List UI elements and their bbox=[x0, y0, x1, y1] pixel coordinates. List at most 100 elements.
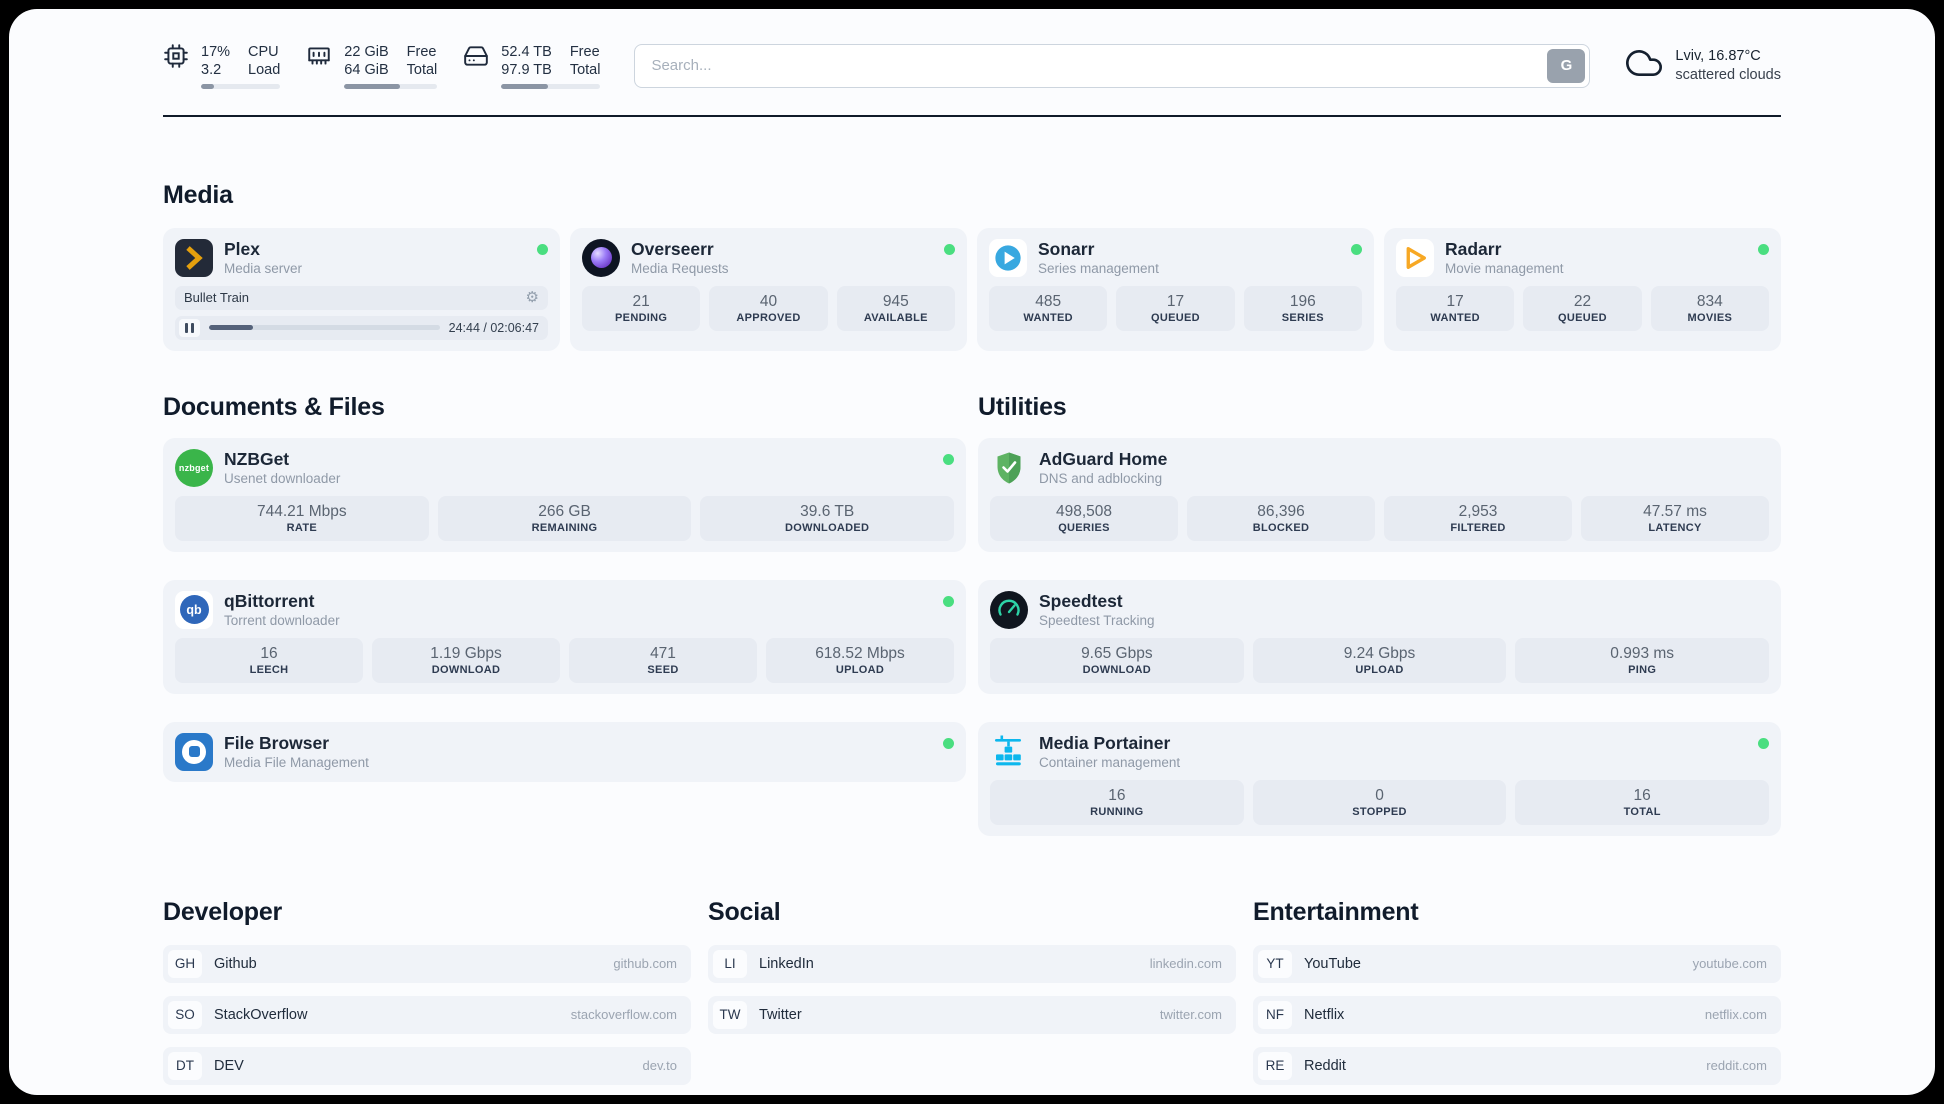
overseerr-icon bbox=[582, 238, 620, 277]
radarr-stat-movies: 834 MOVIES bbox=[1650, 285, 1769, 331]
stat-value: 471 bbox=[650, 644, 676, 662]
stat-label: LEECH bbox=[249, 663, 289, 676]
bookmark-linkedin[interactable]: LI LinkedIn linkedin.com bbox=[708, 944, 1236, 983]
gear-icon[interactable]: ⚙ bbox=[525, 288, 539, 306]
stat-label: STOPPED bbox=[1352, 805, 1407, 818]
bookmark-abbr: RE bbox=[1258, 1051, 1292, 1080]
speedtest-card[interactable]: Speedtest Speedtest Tracking 9.65 Gbps D… bbox=[978, 579, 1781, 694]
disk-widget: 52.4 TB Free 97.9 TB Total bbox=[463, 43, 601, 89]
filebrowser-card[interactable]: File Browser Media File Management bbox=[163, 721, 966, 782]
nzbget-card[interactable]: nzbget NZBGet Usenet downloader 744.21 M… bbox=[163, 437, 966, 552]
qbittorrent-stat-seed: 471 SEED bbox=[569, 637, 757, 683]
bookmark-url: linkedin.com bbox=[1149, 956, 1222, 971]
status-dot bbox=[1758, 737, 1769, 749]
portainer-stat-total: 16 TOTAL bbox=[1515, 779, 1770, 825]
bookmark-name: DEV bbox=[214, 1057, 244, 1074]
disk-icon bbox=[463, 43, 489, 74]
ram-widget: 22 GiB Free 64 GiB Total bbox=[306, 43, 438, 89]
bookmark-abbr: TW bbox=[713, 1000, 747, 1029]
ram-label-1: Free bbox=[406, 44, 437, 60]
search-bar: G bbox=[634, 43, 1591, 88]
bookmark-youtube[interactable]: YT YouTube youtube.com bbox=[1253, 944, 1781, 983]
radarr-card[interactable]: Radarr Movie management 17 WANTED 22 QUE… bbox=[1384, 227, 1781, 351]
stat-label: PING bbox=[1628, 663, 1657, 676]
bookmark-reddit[interactable]: RE Reddit reddit.com bbox=[1253, 1046, 1781, 1085]
stat-label: RATE bbox=[286, 521, 317, 534]
bookmark-stackoverflow[interactable]: SO StackOverflow stackoverflow.com bbox=[163, 995, 691, 1034]
ram-value-2: 64 GiB bbox=[344, 62, 389, 78]
sonarr-card[interactable]: Sonarr Series management 485 WANTED 17 Q… bbox=[977, 227, 1374, 351]
sonarr-stat-wanted: 485 WANTED bbox=[989, 285, 1108, 331]
portainer-card[interactable]: Media Portainer Container management 16 … bbox=[978, 721, 1781, 836]
adguard-stat-filtered: 2,953 FILTERED bbox=[1384, 495, 1572, 541]
ram-icon bbox=[306, 43, 332, 74]
stat-value: 40 bbox=[759, 292, 778, 310]
adguard-stat-latency: 47.57 ms LATENCY bbox=[1581, 495, 1769, 541]
stat-value: 47.57 ms bbox=[1643, 502, 1707, 520]
bookmark-twitter[interactable]: TW Twitter twitter.com bbox=[708, 995, 1236, 1034]
documents-heading: Documents & Files bbox=[163, 392, 385, 421]
app-desc: DNS and adblocking bbox=[1039, 470, 1163, 486]
nzbget-icon-text: nzbget bbox=[178, 462, 210, 473]
app-desc: Media server bbox=[224, 260, 303, 276]
stat-label: QUEUED bbox=[1558, 311, 1607, 324]
nzbget-icon: nzbget bbox=[175, 448, 213, 487]
stat-value: 16 bbox=[260, 644, 278, 662]
bookmark-netflix[interactable]: NF Netflix netflix.com bbox=[1253, 995, 1781, 1034]
search-input[interactable] bbox=[634, 43, 1591, 88]
bookmark-abbr: YT bbox=[1258, 949, 1292, 978]
bookmark-name: Github bbox=[214, 955, 257, 972]
search-provider-button[interactable]: G bbox=[1547, 48, 1586, 83]
stat-value: 1.19 Gbps bbox=[430, 644, 502, 662]
overseerr-stat-available: 945 AVAILABLE bbox=[836, 285, 955, 331]
stat-label: WANTED bbox=[1023, 311, 1073, 324]
stat-label: UPLOAD bbox=[835, 663, 885, 676]
stat-value: 266 GB bbox=[538, 502, 591, 520]
stat-value: 2,953 bbox=[1458, 502, 1498, 520]
disk-label-2: Total bbox=[569, 62, 601, 78]
qbittorrent-icon-text: qb bbox=[179, 595, 209, 624]
playback-progress-bar[interactable] bbox=[209, 325, 440, 330]
cpu-value-2: 3.2 bbox=[201, 62, 222, 78]
stat-value: 945 bbox=[882, 292, 909, 310]
bookmark-github[interactable]: GH Github github.com bbox=[163, 944, 691, 983]
adguard-icon bbox=[990, 449, 1028, 487]
section-media: Media Plex Media server bbox=[163, 181, 1781, 351]
portainer-icon bbox=[990, 733, 1028, 771]
nzbget-stat-downloaded: 39.6 TB DOWNLOADED bbox=[700, 495, 955, 541]
section-documents: Documents & Files nzbget NZBGet Usenet d… bbox=[163, 393, 966, 836]
stat-label: RUNNING bbox=[1090, 805, 1144, 818]
disk-label-1: Free bbox=[569, 44, 600, 60]
status-dot bbox=[1758, 243, 1769, 255]
app-name: File Browser bbox=[224, 732, 330, 753]
qbittorrent-stat-download: 1.19 Gbps DOWNLOAD bbox=[372, 637, 560, 683]
disk-usage-bar bbox=[501, 84, 601, 89]
stat-value: 21 bbox=[632, 292, 650, 310]
cpu-label-2: Load bbox=[248, 62, 281, 78]
bookmark-url: netflix.com bbox=[1704, 1007, 1767, 1022]
app-name: Radarr bbox=[1445, 238, 1502, 259]
adguard-card[interactable]: AdGuard Home DNS and adblocking 498,508 … bbox=[978, 437, 1781, 552]
stat-label: REMAINING bbox=[531, 521, 598, 534]
status-dot bbox=[943, 453, 954, 465]
ram-usage-bar bbox=[344, 84, 438, 89]
status-dot bbox=[944, 243, 955, 255]
app-desc: Media Requests bbox=[631, 260, 729, 276]
stat-value: 17 bbox=[1446, 292, 1464, 310]
adguard-stat-blocked: 86,396 BLOCKED bbox=[1187, 495, 1375, 541]
developer-heading: Developer bbox=[163, 897, 283, 926]
plex-card[interactable]: Plex Media server Bullet Train ⚙ 24:44 /… bbox=[163, 227, 560, 351]
qbittorrent-card[interactable]: qb qBittorrent Torrent downloader 16 LEE… bbox=[163, 579, 966, 694]
pause-button[interactable] bbox=[179, 318, 200, 337]
cpu-usage-bar bbox=[201, 84, 281, 89]
bookmark-url: stackoverflow.com bbox=[570, 1007, 677, 1022]
app-name: NZBGet bbox=[224, 448, 290, 469]
bookmark-name: Reddit bbox=[1304, 1057, 1346, 1074]
stat-value: 17 bbox=[1166, 292, 1185, 310]
weather-location: Lviv, 16.87°C bbox=[1675, 47, 1761, 64]
stat-label: DOWNLOAD bbox=[1082, 663, 1152, 676]
bookmark-url: github.com bbox=[613, 956, 677, 971]
overseerr-card[interactable]: Overseerr Media Requests 21 PENDING 40 A… bbox=[570, 227, 967, 351]
bookmark-dev[interactable]: DT DEV dev.to bbox=[163, 1046, 691, 1085]
status-dot bbox=[943, 595, 954, 607]
